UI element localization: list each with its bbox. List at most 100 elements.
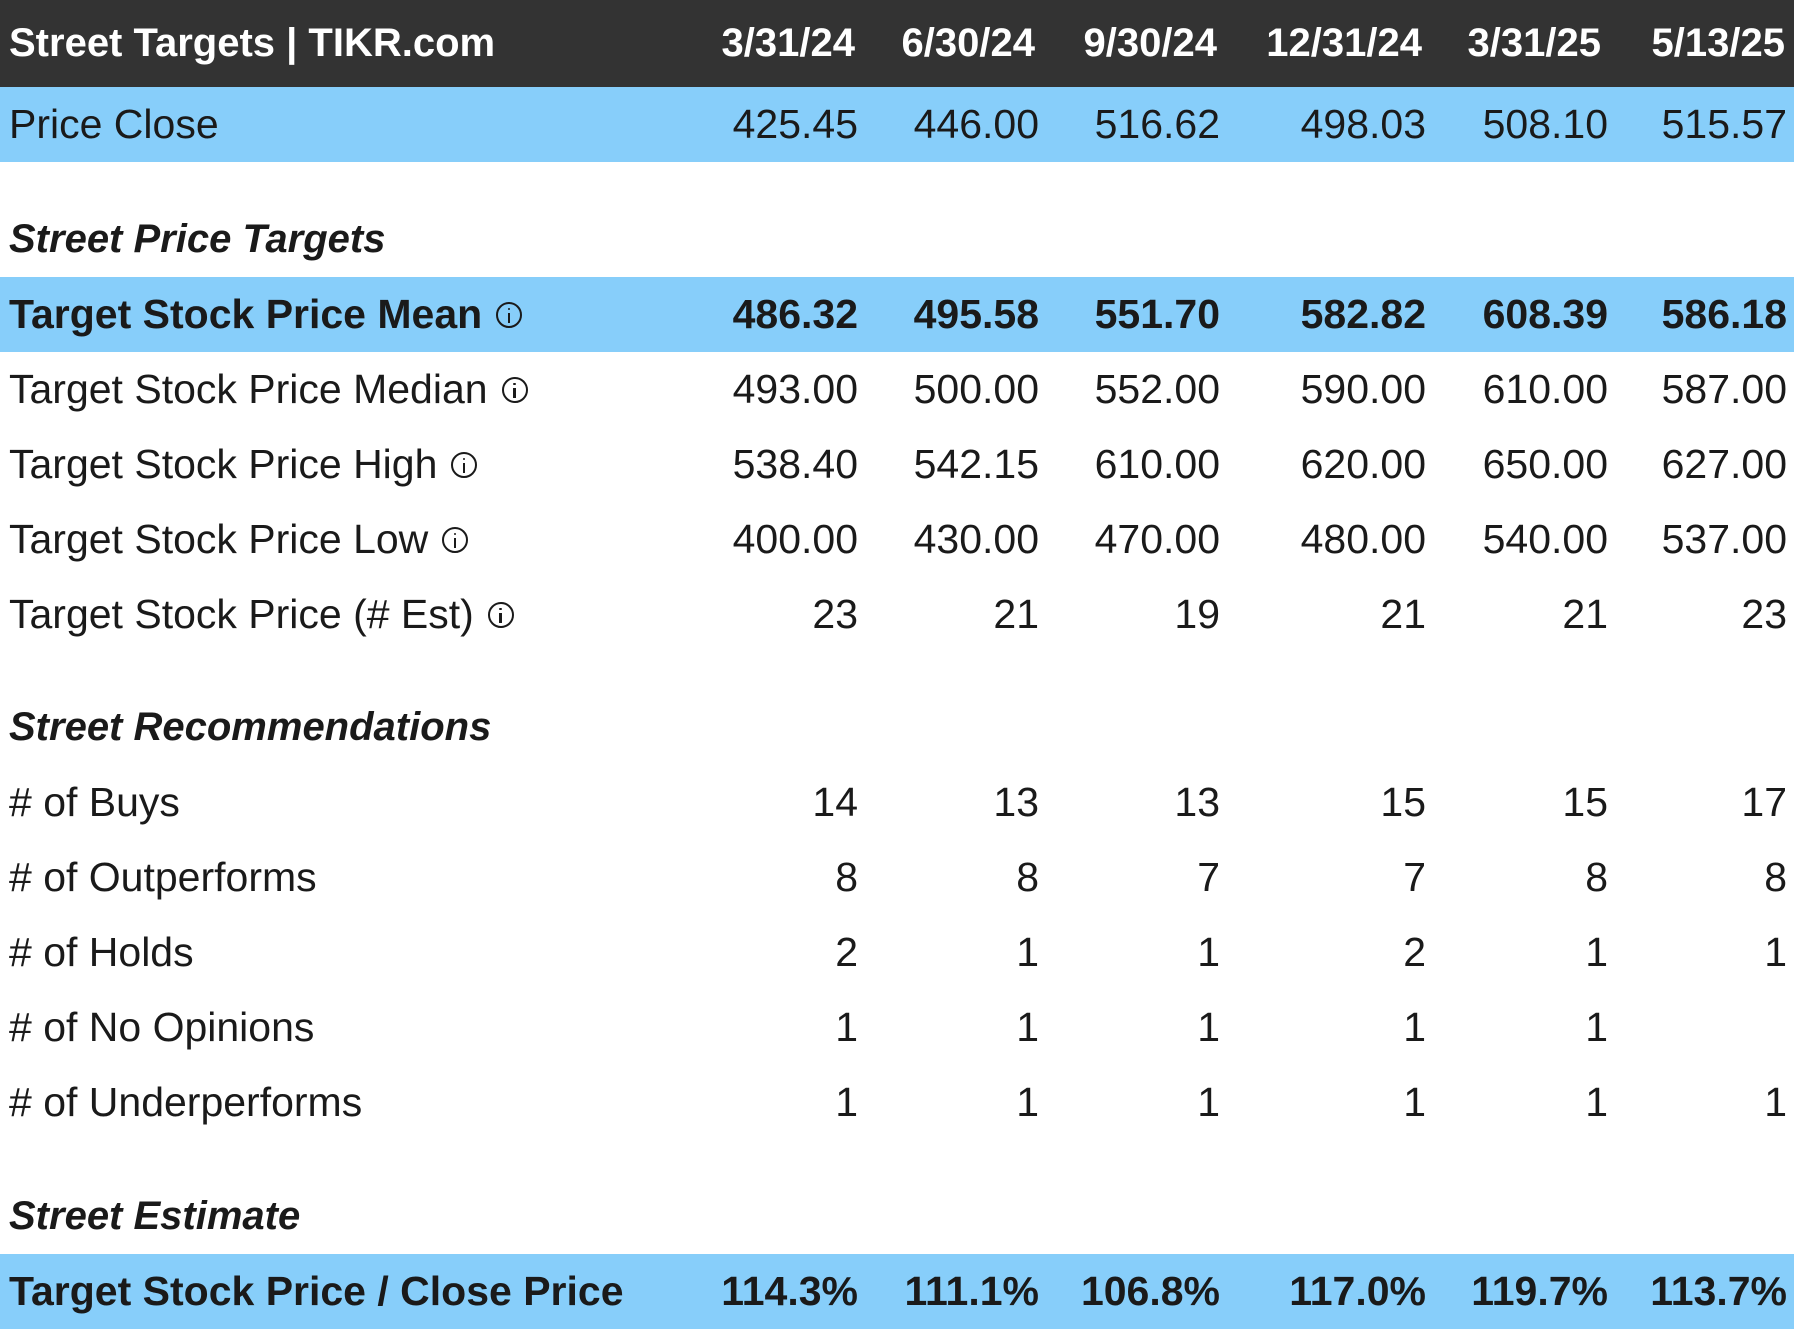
column-header-date: 3/31/24	[721, 21, 855, 65]
table-cell: 114.3%	[721, 1268, 858, 1314]
row-label: Target Stock Price / Close Price	[9, 1268, 624, 1314]
table-cell: 608.39	[1482, 291, 1608, 337]
table-cell: 117.0%	[1289, 1268, 1426, 1314]
table-cell: 14	[812, 779, 858, 825]
section-title: Street Recommendations	[9, 705, 492, 749]
table-title: Street Targets | TIKR.com	[9, 21, 496, 65]
row-label: # of Buys	[9, 779, 180, 825]
table-cell: 1	[1197, 1079, 1220, 1125]
table-cell: 21	[1562, 591, 1608, 637]
target-low-row: Target Stock Price Low 400.00 430.00 470…	[0, 502, 1794, 577]
table-cell: 516.62	[1094, 101, 1220, 147]
table-cell: 515.57	[1661, 101, 1787, 147]
table-cell	[1617, 990, 1787, 1065]
table-header: Street Targets | TIKR.com 3/31/24 6/30/2…	[0, 0, 1794, 87]
table-cell: 1	[1016, 1079, 1039, 1125]
info-icon[interactable]	[501, 376, 528, 403]
table-cell: 470.00	[1094, 516, 1220, 562]
table-cell: 400.00	[732, 516, 858, 562]
table-cell: 1	[835, 1004, 858, 1050]
table-cell: 8	[1764, 854, 1787, 900]
price-close-row: Price Close 425.45 446.00 516.62 498.03 …	[0, 87, 1794, 162]
row-label: Target Stock Price Median	[9, 366, 488, 412]
table-cell: 650.00	[1482, 441, 1608, 487]
info-icon[interactable]	[496, 301, 523, 328]
info-icon[interactable]	[487, 601, 514, 628]
table-cell: 8	[835, 854, 858, 900]
target-median-row: Target Stock Price Median 493.00 500.00 …	[0, 352, 1794, 427]
table-cell: 13	[993, 779, 1039, 825]
column-header-date: 5/13/25	[1651, 21, 1785, 65]
table-cell: 2	[835, 929, 858, 975]
table-cell: 17	[1741, 779, 1787, 825]
table-cell: 21	[1380, 591, 1426, 637]
table-cell: 1	[1764, 929, 1787, 975]
table-cell: 498.03	[1300, 101, 1426, 147]
table-cell: 486.32	[732, 291, 858, 337]
table-cell: 586.18	[1661, 291, 1787, 337]
column-header-date: 12/31/24	[1266, 21, 1422, 65]
table-cell: 1	[1016, 1004, 1039, 1050]
row-label: Target Stock Price High	[9, 441, 438, 487]
no-opinions-row: # of No Opinions 1 1 1 1 1	[0, 990, 1794, 1065]
table-cell: 430.00	[913, 516, 1039, 562]
table-cell: 1	[1585, 1079, 1608, 1125]
table-cell: 7	[1197, 854, 1220, 900]
table-cell: 2	[1403, 929, 1426, 975]
table-cell: 627.00	[1661, 441, 1787, 487]
table-cell: 1	[1585, 1004, 1608, 1050]
row-label-with-icon: Target Stock Price Median	[9, 352, 528, 427]
info-icon[interactable]	[442, 526, 469, 553]
row-label-with-icon: Target Stock Price (# Est)	[9, 577, 514, 652]
row-label-with-icon: Target Stock Price High	[9, 427, 478, 502]
table-cell: 15	[1562, 779, 1608, 825]
table-cell: 19	[1174, 591, 1220, 637]
row-label: # of No Opinions	[9, 1004, 315, 1050]
table-cell: 551.70	[1094, 291, 1220, 337]
table-cell: 480.00	[1300, 516, 1426, 562]
section-heading-estimate: Street Estimate	[0, 1179, 1794, 1254]
column-header-date: 6/30/24	[901, 21, 1035, 65]
table-cell: 1	[1764, 1079, 1787, 1125]
table-cell: 610.00	[1094, 441, 1220, 487]
row-label: # of Holds	[9, 929, 194, 975]
target-mean-row: Target Stock Price Mean 486.32 495.58 55…	[0, 277, 1794, 352]
column-header-date: 3/31/25	[1467, 21, 1601, 65]
table-cell: 8	[1585, 854, 1608, 900]
row-label: # of Outperforms	[9, 854, 317, 900]
underperforms-row: # of Underperforms 1 1 1 1 1 1	[0, 1065, 1794, 1140]
table-cell: 537.00	[1661, 516, 1787, 562]
table-cell: 587.00	[1661, 366, 1787, 412]
table-cell: 425.45	[732, 101, 858, 147]
outperforms-row: # of Outperforms 8 8 7 7 8 8	[0, 840, 1794, 915]
table-cell: 21	[993, 591, 1039, 637]
table-cell: 500.00	[913, 366, 1039, 412]
row-label-with-icon: Target Stock Price Low	[9, 502, 469, 577]
table-cell: 23	[1741, 591, 1787, 637]
table-cell: 1	[1016, 929, 1039, 975]
table-cell: 1	[1585, 929, 1608, 975]
row-label: # of Underperforms	[9, 1079, 363, 1125]
table-cell: 582.82	[1300, 291, 1426, 337]
row-label: Target Stock Price Low	[9, 516, 429, 562]
table-cell: 446.00	[913, 101, 1039, 147]
section-title: Street Price Targets	[9, 217, 386, 261]
table-cell: 493.00	[732, 366, 858, 412]
table-cell: 23	[812, 591, 858, 637]
table-cell: 552.00	[1094, 366, 1220, 412]
row-label-with-icon: Target Stock Price Mean	[9, 277, 523, 352]
section-heading-recommendations: Street Recommendations	[0, 690, 1794, 765]
table-cell: 106.8%	[1080, 1268, 1220, 1314]
table-cell: 1	[835, 1079, 858, 1125]
section-title: Street Estimate	[9, 1194, 301, 1238]
table-cell: 620.00	[1300, 441, 1426, 487]
info-icon[interactable]	[451, 451, 478, 478]
table-cell: 508.10	[1482, 101, 1608, 147]
table-cell: 113.7%	[1650, 1268, 1787, 1314]
column-header-date: 9/30/24	[1083, 21, 1217, 65]
table-cell: 542.15	[913, 441, 1039, 487]
table-cell: 495.58	[913, 291, 1039, 337]
table-cell: 1	[1197, 929, 1220, 975]
table-cell: 590.00	[1300, 366, 1426, 412]
table-cell: 1	[1403, 1004, 1426, 1050]
